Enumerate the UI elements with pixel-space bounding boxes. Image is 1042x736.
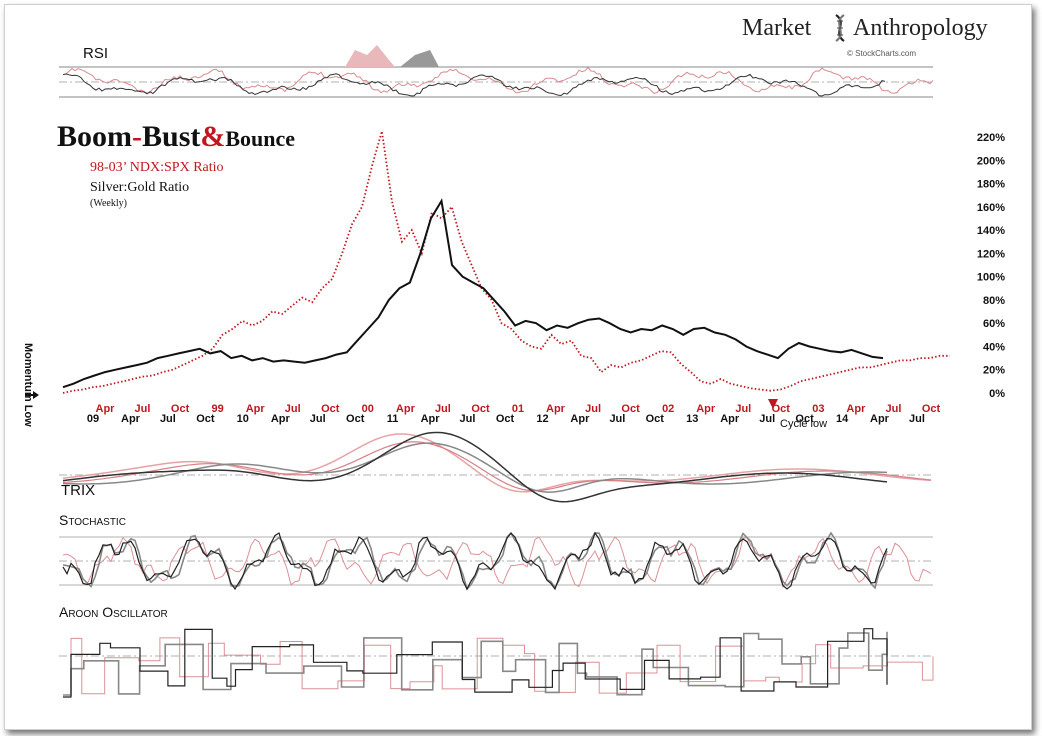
x-tick-label: Apr	[570, 413, 590, 425]
y-tick-label: 60%	[983, 318, 1005, 330]
x-tick-label: Jul	[460, 413, 476, 425]
x-tick-label: Apr	[121, 413, 141, 425]
x-tick-label: Apr	[246, 403, 266, 415]
x-tick-label: Apr	[96, 403, 116, 415]
legend-series1: 98-03’ NDX:SPX Ratio	[90, 160, 224, 175]
x-tick-label: Apr	[846, 403, 866, 415]
x-tick-label: Jul	[609, 413, 625, 425]
y-tick-label: 140%	[977, 225, 1005, 237]
x-tick-label: 12	[536, 413, 548, 425]
x-tick-label: 09	[87, 413, 99, 425]
x-tick-label: Apr	[421, 413, 441, 425]
brand-left: Market	[742, 15, 812, 41]
chart-canvas: Market Anthropology © StockCharts.com RS…	[22, 14, 1005, 698]
x-tick-label: 13	[686, 413, 698, 425]
chart-sheet: Market Anthropology © StockCharts.com RS…	[4, 4, 1032, 730]
x-tick-label: Jul	[285, 403, 301, 415]
cycle-low-marker: Cycle low	[768, 399, 827, 430]
title-boom: Boom	[57, 120, 132, 153]
x-tick-label: Apr	[271, 413, 291, 425]
rsi-black-line	[62, 73, 886, 97]
y-tick-label: 40%	[983, 341, 1005, 353]
x-axis: Apr Jul Oct 99 Apr Jul Oct 00 Apr Jul Oct 01 Apr Jul O…	[87, 403, 941, 425]
y-tick-label: 80%	[983, 295, 1005, 307]
x-tick-label: Oct	[346, 413, 365, 425]
y-tick-label: 220%	[977, 132, 1005, 144]
legend-series2: Silver:Gold Ratio	[90, 180, 189, 195]
brand-right: Anthropology	[853, 15, 988, 41]
x-tick-label: 03	[812, 403, 824, 415]
title-bust: Bust	[142, 120, 200, 153]
y-tick-label: 160%	[977, 202, 1005, 214]
y-axis: 220% 200% 180% 160% 140% 120% 100% 80% 60% 40% 20%…	[977, 132, 1005, 400]
legend-note: (Weekly)	[90, 198, 127, 209]
x-tick-label: Jul	[310, 413, 326, 425]
ndx-spx-line	[62, 130, 950, 394]
x-tick-label: 10	[237, 413, 249, 425]
x-tick-label: Apr	[396, 403, 416, 415]
x-tick-label: 02	[662, 403, 674, 415]
aroon-label: Aroon Oscillator	[59, 604, 168, 620]
x-tick-label: 01	[512, 403, 524, 415]
x-tick-label: Oct	[795, 413, 814, 425]
chart-title: Boom-Bust&Bounce	[57, 120, 295, 153]
y-tick-label: 200%	[977, 155, 1005, 167]
x-tick-label: Oct	[196, 413, 215, 425]
x-tick-label: Oct	[471, 403, 490, 415]
dna-icon	[835, 14, 845, 42]
rsi-red-line	[62, 66, 934, 94]
x-tick-label: Oct	[621, 403, 640, 415]
x-tick-label: Apr	[696, 403, 716, 415]
x-tick-label: Apr	[546, 403, 566, 415]
arrow-right-icon	[25, 391, 39, 399]
y-tick-label: 100%	[977, 272, 1005, 284]
x-tick-label: Jul	[759, 413, 775, 425]
x-tick-label: 00	[362, 403, 374, 415]
x-tick-label: Jul	[435, 403, 451, 415]
x-tick-label: Jul	[585, 403, 601, 415]
cycle-low-label: Cycle low	[780, 418, 827, 430]
title-amp: &	[200, 120, 225, 153]
x-tick-label: Jul	[160, 413, 176, 425]
y-tick-label: 20%	[983, 365, 1005, 377]
silver-gold-line	[62, 198, 884, 389]
x-tick-label: Apr	[870, 413, 890, 425]
x-tick-label: 99	[211, 403, 223, 415]
title-dash: -	[132, 120, 142, 153]
stochastic-panel: Stochastic	[59, 512, 933, 591]
side-label: Momentum Low	[22, 343, 34, 427]
credit: © StockCharts.com	[847, 49, 916, 58]
x-tick-label: Oct	[772, 403, 791, 415]
x-tick-label: Oct	[646, 413, 665, 425]
x-tick-label: Apr	[720, 413, 740, 425]
aroon-panel: Aroon Oscillator	[59, 604, 934, 698]
trix-panel: TRIX	[59, 431, 933, 503]
trix-label: TRIX	[61, 482, 95, 499]
x-tick-label: Oct	[171, 403, 190, 415]
x-tick-label: Jul	[735, 403, 751, 415]
x-tick-label: 11	[387, 413, 399, 425]
x-tick-label: 14	[836, 413, 849, 425]
brand-logo: Market Anthropology © StockCharts.com	[742, 14, 988, 58]
svg-text:Boom-Bust&Bounce: Boom-Bust&Bounce	[57, 120, 295, 153]
stochastic-label: Stochastic	[59, 512, 126, 528]
title-bounce: Bounce	[225, 126, 295, 151]
x-tick-label: Jul	[886, 403, 902, 415]
rsi-panel: RSI	[59, 45, 934, 98]
main-plot	[62, 130, 950, 394]
y-tick-label: 0%	[989, 388, 1005, 400]
x-tick-label: Jul	[135, 403, 151, 415]
y-tick-label: 120%	[977, 248, 1005, 260]
y-tick-label: 180%	[977, 179, 1005, 191]
x-tick-label: Oct	[321, 403, 340, 415]
x-tick-label: Oct	[922, 403, 941, 415]
rsi-label: RSI	[83, 45, 108, 62]
x-tick-label: Jul	[909, 413, 925, 425]
x-tick-label: Oct	[496, 413, 515, 425]
